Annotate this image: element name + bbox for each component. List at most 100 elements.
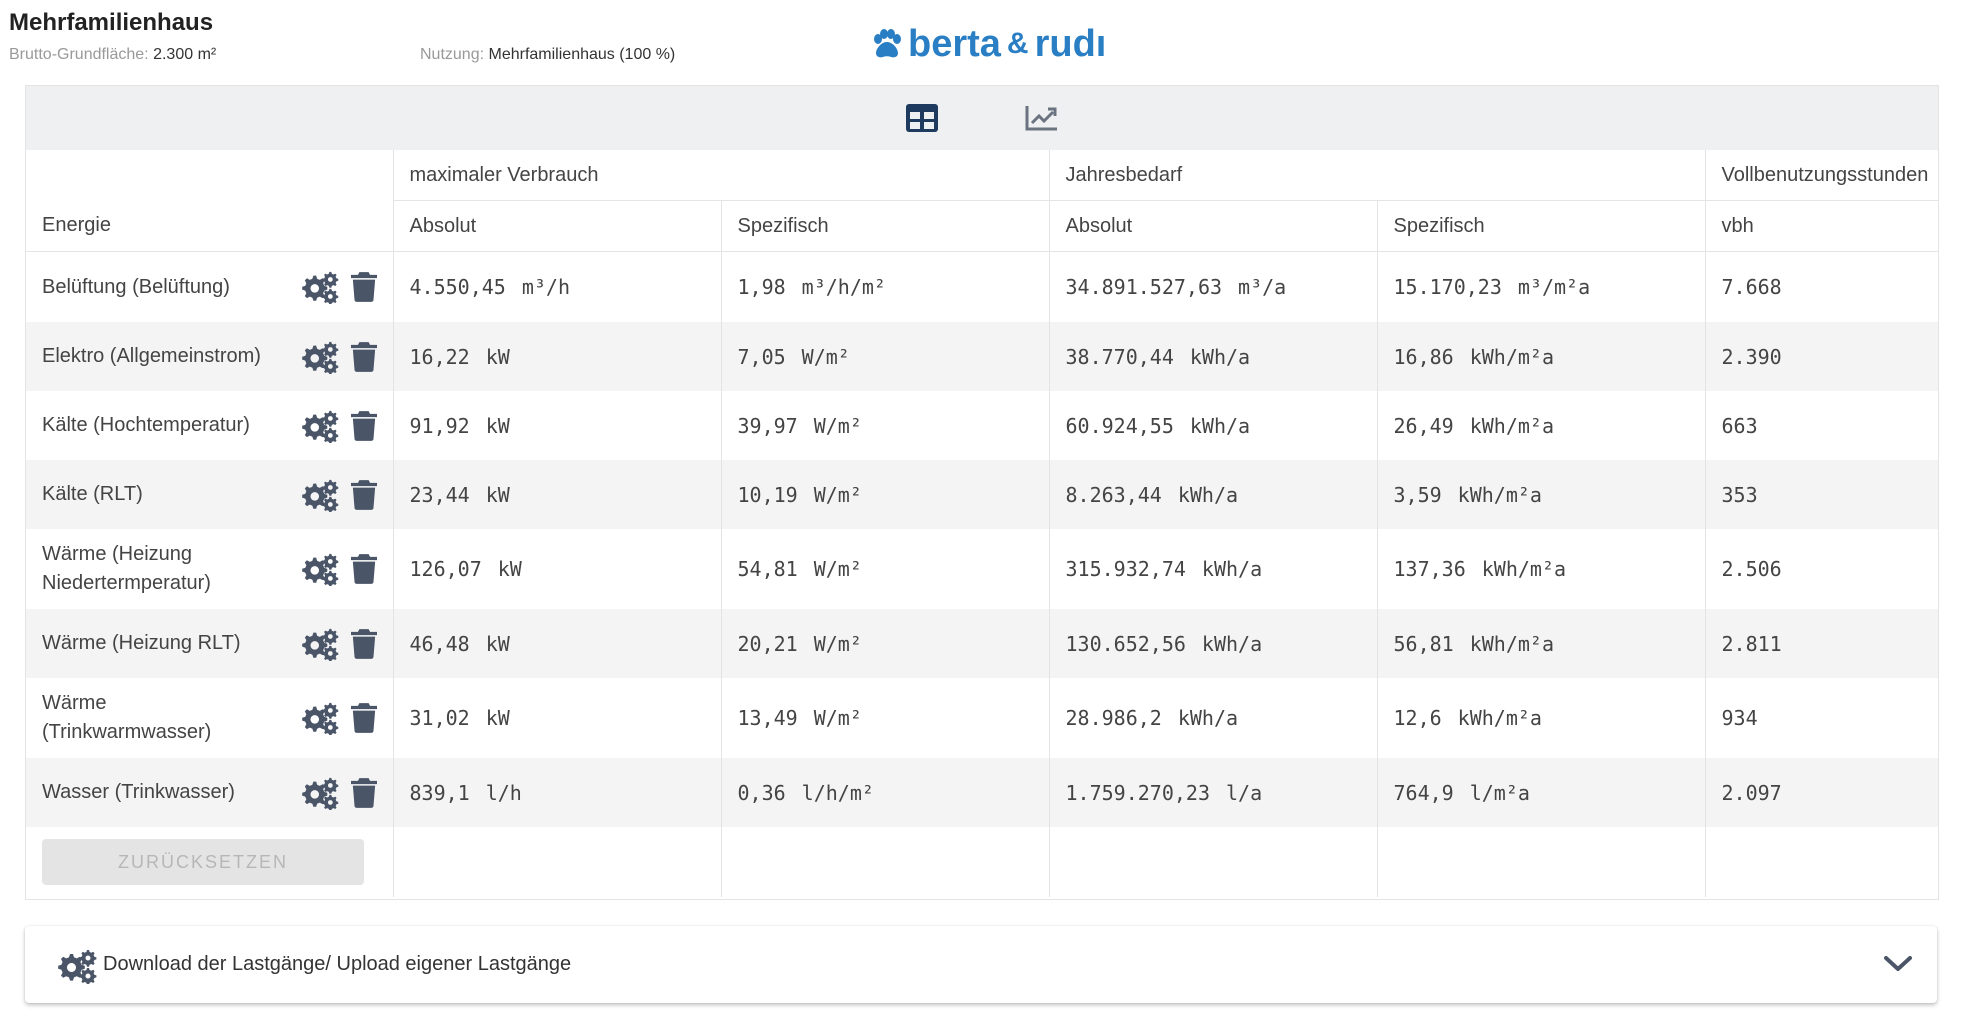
vbh-cell: 2.506 xyxy=(1704,529,1938,609)
table-footer-row xyxy=(26,827,1938,897)
max-absolute-cell-unit: l/h xyxy=(485,780,522,805)
table-icon xyxy=(906,104,938,132)
year-absolute-cell: 130.652,56 kWh/a xyxy=(1048,609,1377,678)
year-specific-cell-value: 3,59 xyxy=(1393,482,1442,507)
year-specific-cell-unit: l/m²a xyxy=(1469,780,1530,805)
row-actions xyxy=(299,409,377,443)
energy-cell-content: Wärme (Heizung RLT) xyxy=(42,627,377,661)
usage: Nutzung: Mehrfamilienhaus (100 %) xyxy=(420,46,675,64)
energy-name: Wasser (Trinkwasser) xyxy=(42,781,235,803)
load-profile-accordion[interactable]: Download der Lastgänge/ Upload eigener L… xyxy=(25,926,1937,1003)
trash-icon[interactable] xyxy=(351,342,377,372)
vbh-cell: 353 xyxy=(1704,460,1938,529)
year-absolute-cell-value: 315.932,74 xyxy=(1065,557,1186,581)
settings-gears-icon[interactable] xyxy=(299,478,339,512)
settings-gears-icon[interactable] xyxy=(299,552,339,586)
year-specific-cell: 26,49 kWh/m²a xyxy=(1376,391,1705,460)
view-toolbar xyxy=(26,86,1938,150)
header-energy: Energie xyxy=(26,200,393,252)
row-actions xyxy=(299,776,377,810)
year-absolute-cell-unit: l/a xyxy=(1226,780,1263,805)
max-specific-cell-value: 0,36 xyxy=(737,780,786,805)
year-absolute-cell-unit: m³/a xyxy=(1238,275,1287,299)
year-absolute-cell: 28.986,2 kWh/a xyxy=(1048,678,1377,758)
accordion-label: Download der Lastgänge/ Upload eigener L… xyxy=(103,953,572,975)
energy-cell-content: Wärme (Heizung Niedertermperatur) xyxy=(42,540,377,598)
settings-gears-icon[interactable] xyxy=(299,627,339,661)
energy-cell: Kälte (RLT) xyxy=(26,460,393,529)
footer-cell xyxy=(1704,827,1938,897)
table-view-button[interactable] xyxy=(904,100,940,136)
energy-name: Kälte (Hochtemperatur) xyxy=(42,414,250,436)
year-specific-cell: 15.170,23 m³/m²a xyxy=(1376,251,1705,322)
table-row: Wärme (Heizung RLT) 46,48 kW 20,21 W/m² 130.… xyxy=(26,609,1938,678)
table-row: Wasser (Trinkwasser) 839,1 l/h 0,36 l/h/m² 1… xyxy=(26,758,1938,827)
max-specific-cell: 1,98 m³/h/m² xyxy=(720,251,1049,322)
trash-icon[interactable] xyxy=(351,480,377,510)
year-specific-cell-unit: kWh/m²a xyxy=(1457,706,1542,730)
table-row: Kälte (RLT) 23,44 kW 10,19 W/m² 8.263,44 kWh/… xyxy=(26,460,1938,529)
settings-gears-icon[interactable] xyxy=(299,340,339,374)
year-specific-cell-unit: kWh/m²a xyxy=(1469,413,1555,438)
reset-button[interactable]: ZURÜCKSETZEN xyxy=(42,839,364,885)
row-actions xyxy=(299,478,377,512)
page-header: Mehrfamilienhaus Brutto-Grundfläche: 2.3… xyxy=(0,0,1962,84)
trash-icon[interactable] xyxy=(351,554,377,584)
energy-cell: Wärme (Trinkwarmwasser) xyxy=(26,678,393,758)
chart-view-button[interactable] xyxy=(1024,100,1060,136)
max-absolute-cell-value: 46,48 xyxy=(409,631,470,656)
year-absolute-cell-value: 34.891.527,63 xyxy=(1065,275,1223,299)
header-empty-cell xyxy=(26,150,393,201)
year-absolute-cell: 38.770,44 kWh/a xyxy=(1048,322,1377,391)
settings-gears-icon[interactable] xyxy=(299,409,339,443)
trash-icon[interactable] xyxy=(351,411,377,441)
trash-icon[interactable] xyxy=(351,778,377,808)
max-specific-cell: 13,49 W/m² xyxy=(720,678,1049,758)
year-specific-cell-value: 764,9 xyxy=(1393,780,1454,805)
max-absolute-cell: 16,22 kW xyxy=(392,322,721,391)
max-specific-cell-unit: W/m² xyxy=(813,413,862,438)
settings-gears-icon[interactable] xyxy=(299,776,339,810)
chevron-down-icon[interactable] xyxy=(1883,952,1913,974)
max-absolute-cell-value: 4.550,45 xyxy=(409,275,506,299)
year-specific-cell-unit: m³/m²a xyxy=(1517,275,1591,299)
year-specific-cell: 764,9 l/m²a xyxy=(1376,758,1705,827)
year-specific-cell-value: 12,6 xyxy=(1393,706,1442,730)
trash-icon[interactable] xyxy=(351,629,377,659)
energy-name: Wärme (Heizung Niedertermperatur) xyxy=(42,543,211,594)
max-absolute-cell-value: 16,22 xyxy=(409,344,470,369)
max-specific-cell-value: 54,81 xyxy=(737,557,798,581)
gross-floor-area-value: 2.300 m² xyxy=(153,46,217,63)
energy-name: Wärme (Trinkwarmwasser) xyxy=(42,692,212,743)
year-specific-cell-unit: kWh/m²a xyxy=(1481,557,1567,581)
max-specific-cell-unit: W/m² xyxy=(813,482,862,507)
year-absolute-cell-value: 60.924,55 xyxy=(1065,413,1174,438)
energy-panel: maximaler Verbrauch Jahresbedarf Vollben… xyxy=(25,85,1939,900)
trash-icon[interactable] xyxy=(351,272,377,302)
year-specific-cell: 16,86 kWh/m²a xyxy=(1376,322,1705,391)
max-absolute-cell-unit: kW xyxy=(485,482,510,507)
max-specific-cell: 20,21 W/m² xyxy=(720,609,1049,678)
vbh-cell: 7.668 xyxy=(1704,251,1938,322)
max-absolute-cell-unit: kW xyxy=(497,557,522,581)
logo-text-rudi: rudı xyxy=(1034,22,1107,65)
paw-icon xyxy=(874,29,901,58)
year-specific-cell-value: 26,49 xyxy=(1393,413,1454,438)
energy-cell: Wärme (Heizung RLT) xyxy=(26,609,393,678)
max-specific-cell-value: 1,98 xyxy=(737,275,786,299)
year-absolute-cell-unit: kWh/a xyxy=(1177,706,1239,730)
energy-cell-content: Kälte (Hochtemperatur) xyxy=(42,409,377,443)
settings-gears-icon[interactable] xyxy=(299,270,339,304)
year-absolute-cell: 8.263,44 kWh/a xyxy=(1048,460,1377,529)
footer-cell xyxy=(1376,827,1705,897)
max-absolute-cell-unit: kW xyxy=(485,631,510,656)
energy-cell-content: Elektro (Allgemeinstrom) xyxy=(42,340,377,374)
max-specific-cell: 10,19 W/m² xyxy=(720,460,1049,529)
logo-text-berta: berta xyxy=(908,22,1001,65)
trash-icon[interactable] xyxy=(351,703,377,733)
settings-gears-icon[interactable] xyxy=(299,701,339,735)
max-absolute-cell: 839,1 l/h xyxy=(392,758,721,827)
usage-label: Nutzung: xyxy=(420,46,485,63)
max-absolute-cell-unit: m³/h xyxy=(521,275,570,299)
header-year-specific: Spezifisch xyxy=(1376,200,1705,252)
